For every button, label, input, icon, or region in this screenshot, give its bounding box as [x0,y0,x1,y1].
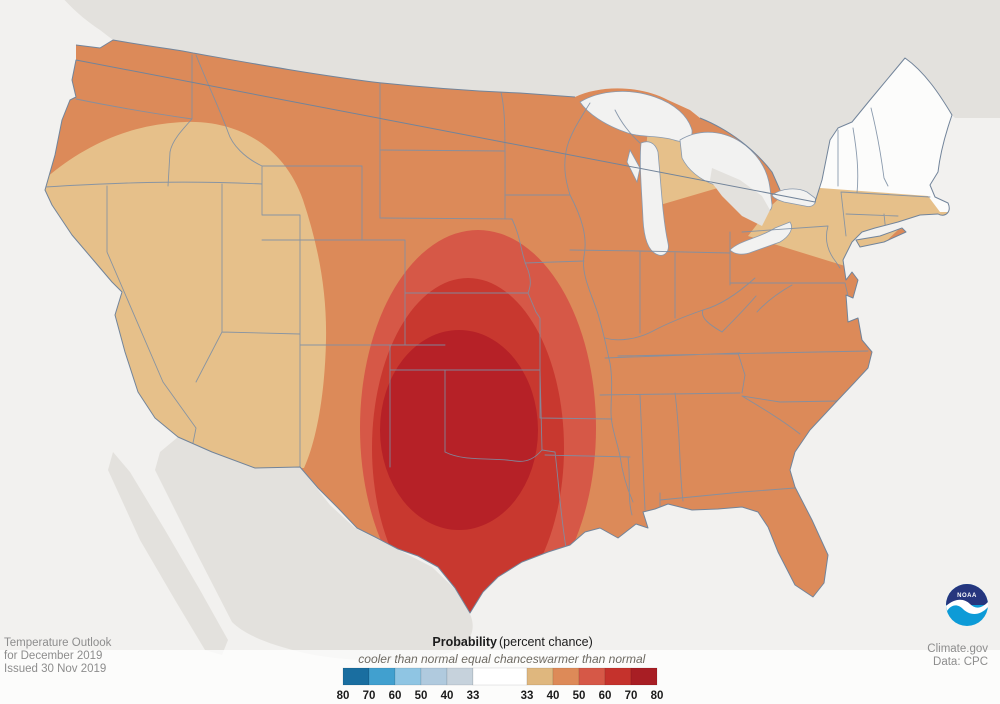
noaa-logo: NOAA [946,584,988,626]
noaa-logo-text: NOAA [957,593,977,599]
legend-category-equal: equal chances [461,652,538,666]
mexico-landmass [155,437,473,661]
state-borders [45,54,931,549]
legend-tick-cool-80: 80 [337,690,350,702]
canada-landmass [64,0,1000,202]
legend-box-warm-40 [552,667,580,686]
legend-box-cool-40 [446,667,474,686]
legend-tick-warm-80: 80 [651,690,664,702]
green-bay [626,148,641,184]
legend-tick-warm-50: 50 [573,690,586,702]
us-coastline [44,39,953,614]
ontario-peninsula [710,168,770,226]
legend-color-bar: 80 70 60 50 40 33 33 40 50 60 70 80 [337,667,664,702]
legend-tick-cool-33: 33 [467,690,480,702]
issue-info: Temperature Outlook for December 2019 Is… [4,637,112,675]
legend-title-bold: Probability [432,635,497,649]
legend-tick-cool-50: 50 [415,690,428,702]
legend-box-warm-33 [526,667,554,686]
outlook-title-line2: for December 2019 [4,650,102,662]
baja-peninsula [108,452,228,655]
legend-tick-warm-70: 70 [625,690,638,702]
legend-box-cool-50 [420,667,448,686]
legend-tick-cool-60: 60 [389,690,402,702]
noaa-bird-icon [946,599,988,614]
legend-tick-cool-70: 70 [363,690,376,702]
legend-box-warm-70 [630,667,658,686]
legend-category-warmer: warmer than normal [539,652,646,666]
legend-box-warm-60 [604,667,632,686]
legend-tick-warm-33: 33 [521,690,534,702]
legend-category-cooler: cooler than normal [358,652,458,666]
outlook-title-line3: Issued 30 Nov 2019 [4,663,106,675]
legend-box-cool-70 [368,667,396,686]
legend-tick-cool-40: 40 [441,690,454,702]
credit-data: Data: CPC [933,656,988,668]
legend-box-equal-chances [472,667,528,686]
outlook-title-line1: Temperature Outlook [4,637,112,649]
legend-box-warm-50 [578,667,606,686]
legend-title-rest: (percent chance) [499,635,593,649]
contour-warm-70-80-core [380,330,538,530]
credit-source: Climate.gov [927,643,988,655]
legend-box-cool-80 [342,667,370,686]
credits: Climate.gov Data: CPC [927,643,988,668]
legend-box-cool-60 [394,667,422,686]
probability-legend: Probability (percent chance) cooler than… [337,635,664,702]
legend-tick-warm-40: 40 [547,690,560,702]
legend-tick-warm-60: 60 [599,690,612,702]
